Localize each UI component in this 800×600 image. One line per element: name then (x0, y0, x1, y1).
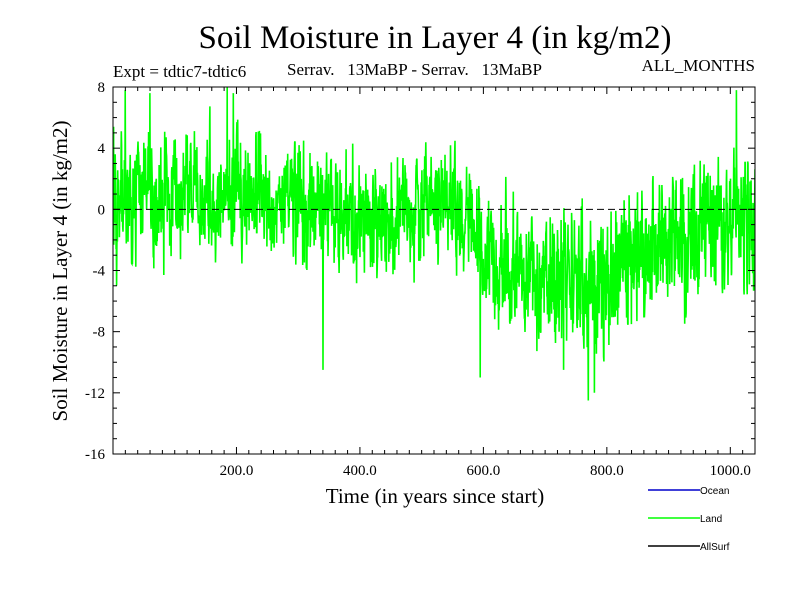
period-label: Serrav. 13MaBP - Serrav. 13MaBP (287, 60, 542, 79)
experiment-label: Expt = tdtic7-tdtic6 (113, 62, 246, 81)
x-tick-label: 200.0 (220, 463, 254, 479)
x-tick-label: 800.0 (590, 463, 624, 479)
y-tick-label: 8 (98, 80, 106, 96)
x-tick-label: 400.0 (343, 463, 377, 479)
x-axis-label: Time (in years since start) (326, 484, 545, 508)
plot-area (113, 87, 755, 401)
months-label: ALL_MONTHS (642, 56, 755, 75)
y-tick-label: -4 (93, 264, 106, 280)
y-tick-label: -8 (93, 325, 106, 341)
y-axis-label: Soil Moisture in Layer 4 (in kg/m2) (48, 121, 72, 422)
y-tick-label: 4 (98, 141, 106, 157)
x-tick-label: 600.0 (467, 463, 501, 479)
legend-label-ocean: Ocean (700, 486, 729, 497)
series-line-land (113, 87, 755, 401)
legend-label-land: Land (700, 514, 722, 525)
y-tick-label: -12 (85, 386, 105, 402)
legend-label-allsurf: AllSurf (700, 542, 730, 553)
y-tick-label: -16 (85, 447, 105, 463)
y-tick-label: 0 (98, 202, 106, 218)
legend: Ocean Land AllSurf (648, 486, 730, 553)
x-tick-label: 1000.0 (710, 463, 751, 479)
chart-title: Soil Moisture in Layer 4 (in kg/m2) (199, 20, 672, 56)
axes: 8 4 0 -4 -8 -12 -16 200.0 400.0 600.0 800.0 1000.0 (85, 80, 756, 479)
